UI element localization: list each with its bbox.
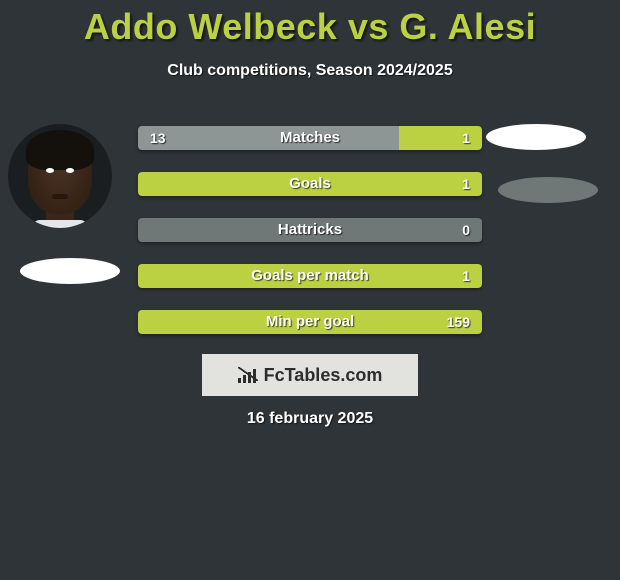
stat-row: Matches131	[138, 126, 482, 150]
player2-flag-2	[498, 177, 598, 203]
avatar-collar	[32, 220, 88, 228]
avatar-hair	[26, 130, 94, 170]
comparison-infographic: Addo Welbeck vs G. Alesi Club competitio…	[0, 0, 620, 580]
title-player1: Addo Welbeck	[84, 6, 337, 47]
date-text: 16 february 2025	[0, 410, 620, 428]
page-title: Addo Welbeck vs G. Alesi	[0, 0, 620, 48]
stat-bar-left	[138, 126, 399, 150]
player1-avatar	[8, 124, 112, 228]
stat-bar-right	[138, 264, 482, 288]
avatar-eye-left	[46, 168, 54, 173]
avatar-eye-right	[66, 168, 74, 173]
player2-flag-1	[486, 124, 586, 150]
title-player2: G. Alesi	[399, 6, 536, 47]
stats-bars: Matches131 Goals1 Hattricks0 Goals per matc…	[138, 126, 482, 356]
bar-chart-icon	[238, 367, 258, 383]
stat-row: Goals1	[138, 172, 482, 196]
logo-text: FcTables.com	[264, 365, 383, 386]
stat-row: Hattricks0	[138, 218, 482, 242]
subtitle: Club competitions, Season 2024/2025	[0, 62, 620, 80]
stat-bar-right	[138, 172, 482, 196]
logo-box: FcTables.com	[202, 354, 418, 396]
stat-bar-right	[138, 310, 482, 334]
stat-bar-right	[399, 126, 482, 150]
avatar-mouth	[52, 194, 68, 199]
stat-row: Min per goal159	[138, 310, 482, 334]
stat-row: Goals per match1	[138, 264, 482, 288]
player1-flag	[20, 258, 120, 284]
stat-bar-right	[138, 218, 482, 242]
title-vs: vs	[348, 6, 389, 47]
